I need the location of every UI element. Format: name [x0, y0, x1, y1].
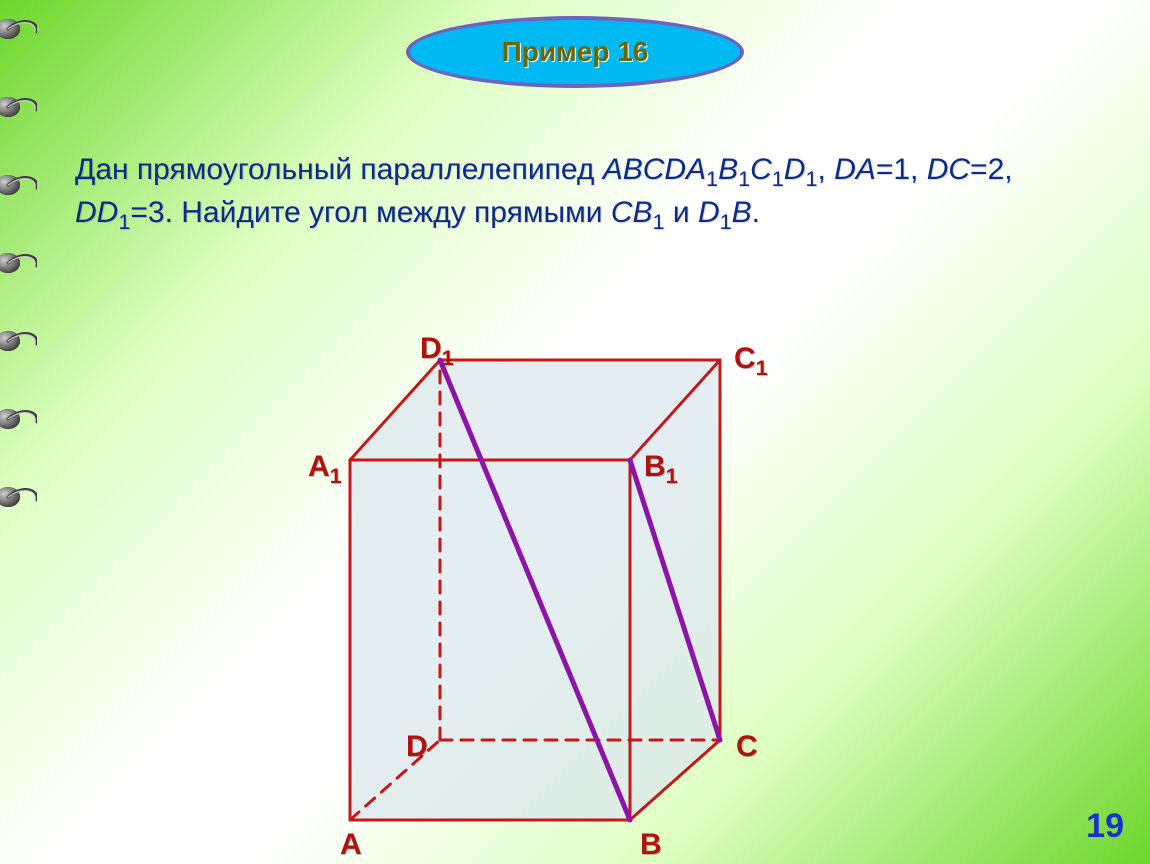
vertex-label-A1: A1 — [308, 450, 342, 489]
slide: Пример 16 Дан прямоугольный параллелепип… — [0, 0, 1150, 864]
vertex-label-B1: B1 — [644, 450, 678, 489]
page-number: 19 — [1086, 807, 1124, 846]
spiral-ring-icon — [0, 404, 37, 434]
title-badge: Пример 16 — [406, 16, 744, 88]
vertex-label-C1: C1 — [734, 342, 768, 381]
title-text: Пример 16 — [502, 36, 649, 68]
problem-statement: Дан прямоугольный параллелепипед ABCDA1B… — [75, 150, 1085, 236]
spiral-ring-icon — [0, 326, 37, 356]
vertex-label-D1: D1 — [420, 332, 454, 371]
vertex-label-D: D — [406, 730, 428, 764]
figure: ABCDA1B1C1D1 — [290, 300, 810, 840]
vertex-label-C: C — [736, 730, 758, 764]
spiral-ring-icon — [0, 248, 37, 278]
vertex-label-A: A — [340, 828, 362, 862]
spiral-ring-icon — [0, 482, 37, 512]
spiral-ring-icon — [0, 14, 37, 44]
spiral-ring-icon — [0, 170, 37, 200]
spiral-ring-icon — [0, 92, 37, 122]
parallelepiped-svg — [290, 300, 810, 840]
spiral-binding — [0, 14, 37, 512]
vertex-label-B: B — [640, 828, 662, 862]
